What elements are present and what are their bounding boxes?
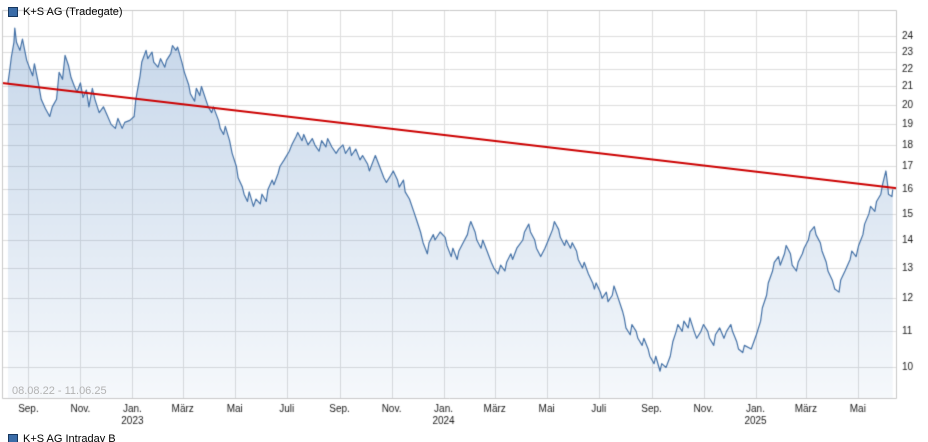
bottom-legend-label: K+S AG Intraday B [23, 433, 116, 442]
chart-legend: K+S AG (Tradegate) [8, 6, 123, 18]
chart-title: K+S AG (Tradegate) [23, 6, 123, 18]
date-range-label: 08.08.22 - 11.06.25 [12, 385, 107, 397]
series-swatch-icon [8, 7, 18, 17]
bottom-legend: K+S AG Intraday B [8, 433, 116, 442]
series-swatch-icon [8, 434, 18, 442]
